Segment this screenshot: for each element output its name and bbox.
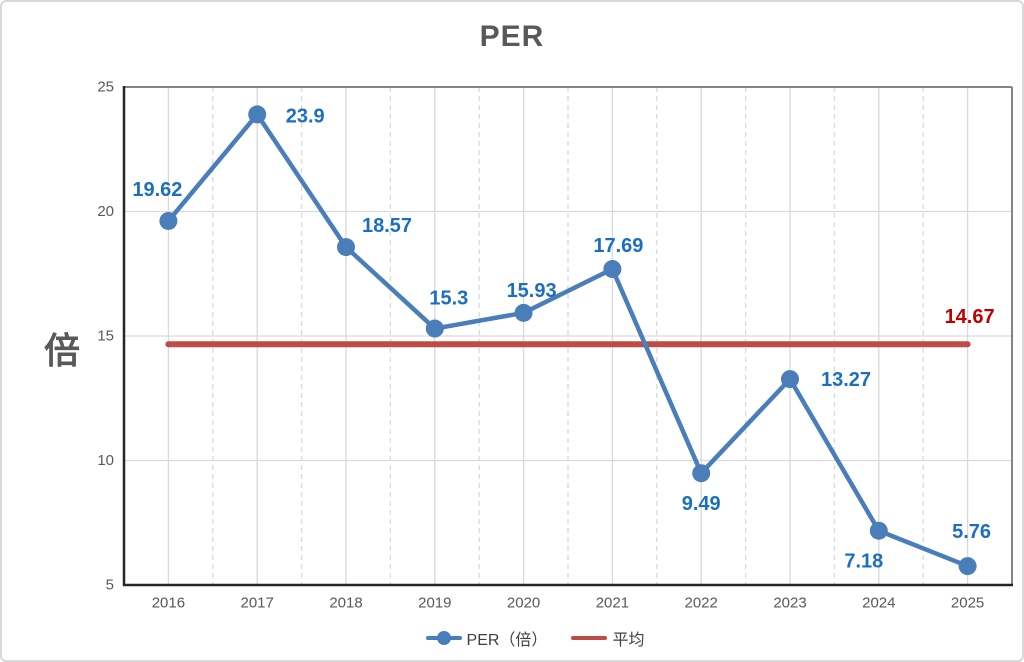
data-label: 15.93: [507, 280, 557, 302]
data-point-marker: [425, 319, 444, 338]
x-tick-label: 2018: [329, 595, 362, 612]
x-tick-label: 2024: [862, 595, 895, 612]
data-label: 9.49: [682, 493, 721, 515]
data-point-marker: [692, 464, 711, 483]
average-data-label: 14.67: [945, 306, 995, 328]
y-tick-label: 25: [97, 79, 114, 96]
data-point-marker: [958, 557, 977, 576]
data-point-marker: [514, 303, 533, 322]
data-point-marker: [781, 370, 799, 389]
y-tick-label: 20: [97, 203, 114, 220]
per-series-line: [166, 112, 970, 569]
x-tick-label: 2022: [685, 595, 718, 612]
x-tick-label: 2017: [241, 595, 274, 612]
y-tick-label: 15: [97, 328, 114, 345]
x-tick-label: 2021: [596, 595, 629, 612]
legend-item-average: 平均: [571, 626, 644, 650]
line-icon: [571, 631, 608, 645]
legend-label-per: PER（倍）: [466, 632, 548, 649]
data-point-marker: [159, 211, 178, 230]
x-tick-label: 2019: [418, 595, 451, 612]
data-label: 18.57: [362, 215, 412, 237]
y-tick-label: 10: [97, 452, 114, 469]
legend-item-per: PER（倍）: [425, 626, 548, 650]
chart-title: PER: [479, 20, 545, 53]
data-label: 17.69: [593, 235, 643, 257]
x-tick-label: 2016: [152, 595, 185, 612]
data-label: 15.3: [429, 288, 468, 310]
data-label: 5.76: [952, 521, 991, 543]
data-point-marker: [869, 521, 888, 540]
x-tick-label: 2020: [507, 595, 540, 612]
data-label: 7.18: [844, 551, 883, 573]
y-axis-title: 倍: [44, 330, 81, 371]
data-label: 13.27: [821, 369, 871, 391]
data-point-marker: [603, 260, 622, 279]
line-marker-icon: [425, 631, 462, 645]
legend-label-average: 平均: [612, 632, 645, 649]
data-label: 23.9: [286, 105, 325, 127]
data-point-marker: [248, 105, 267, 124]
data-label: 19.62: [132, 179, 182, 201]
data-point-marker: [337, 238, 355, 257]
x-tick-label: 2025: [951, 595, 984, 612]
legend: PER（倍） 平均: [25, 626, 1022, 650]
x-tick-label: 2023: [773, 595, 806, 612]
y-tick-label: 5: [106, 577, 114, 594]
